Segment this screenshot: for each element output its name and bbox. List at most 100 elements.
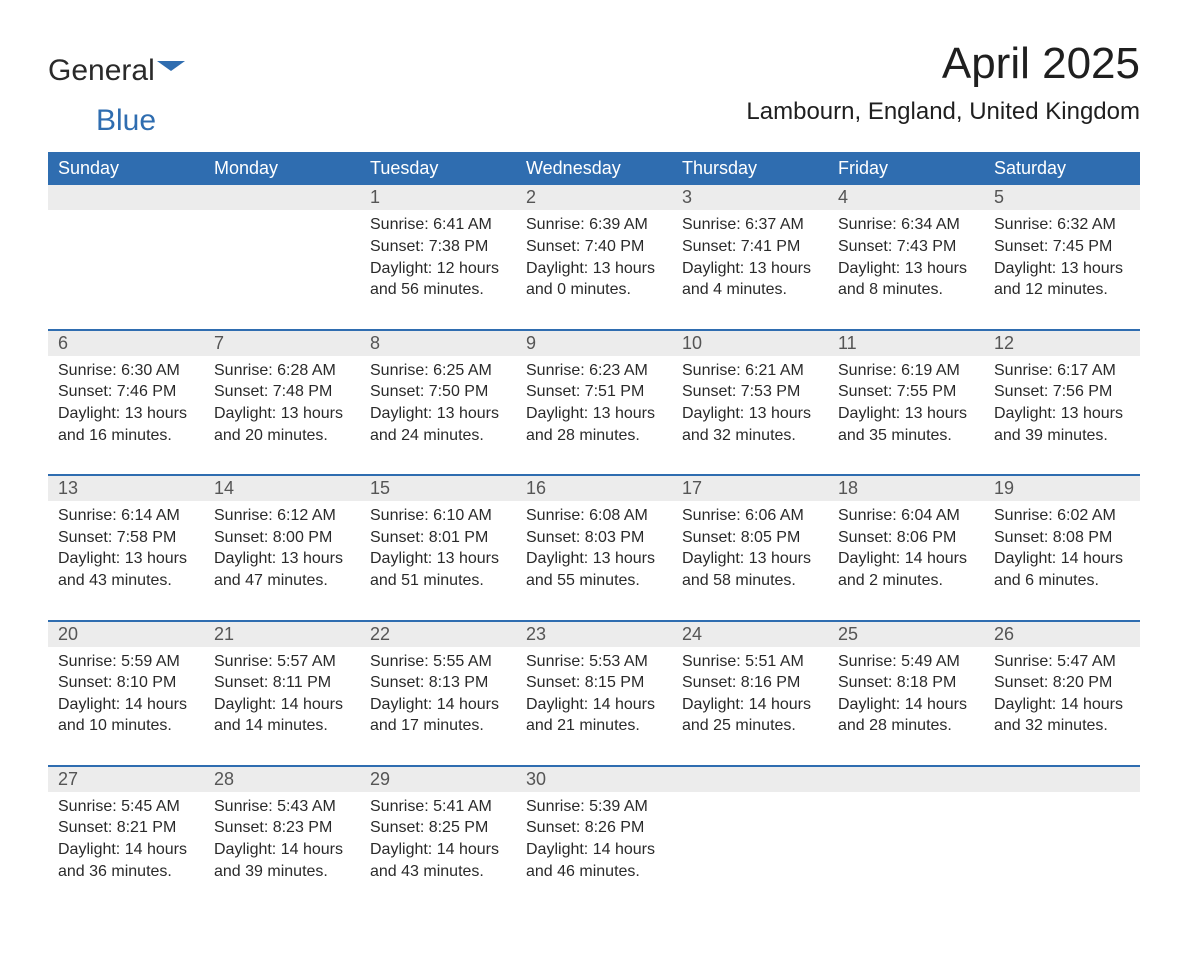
daylight-line: Daylight: 14 hours and 32 minutes.	[994, 694, 1130, 737]
daylight-line: Daylight: 14 hours and 14 minutes.	[214, 694, 350, 737]
day-content-cell: Sunrise: 6:17 AMSunset: 7:56 PMDaylight:…	[984, 356, 1140, 475]
day-number-cell: 23	[516, 621, 672, 647]
day-content-cell	[984, 792, 1140, 910]
sunset-line: Sunset: 8:16 PM	[682, 672, 818, 694]
day-content-cell: Sunrise: 6:37 AMSunset: 7:41 PMDaylight:…	[672, 210, 828, 329]
sunrise-line: Sunrise: 6:10 AM	[370, 505, 506, 527]
daylight-line: Daylight: 13 hours and 51 minutes.	[370, 548, 506, 591]
daylight-line: Daylight: 14 hours and 10 minutes.	[58, 694, 194, 737]
calendar-table: Sunday Monday Tuesday Wednesday Thursday…	[48, 152, 1140, 910]
sunset-line: Sunset: 8:05 PM	[682, 527, 818, 549]
day-number-cell: 22	[360, 621, 516, 647]
sunrise-line: Sunrise: 5:47 AM	[994, 651, 1130, 673]
sunrise-line: Sunrise: 5:45 AM	[58, 796, 194, 818]
daylight-line: Daylight: 13 hours and 8 minutes.	[838, 258, 974, 301]
daylight-line: Daylight: 13 hours and 4 minutes.	[682, 258, 818, 301]
day-number-cell: 18	[828, 475, 984, 501]
day-number-cell: 28	[204, 766, 360, 792]
daylight-line: Daylight: 13 hours and 20 minutes.	[214, 403, 350, 446]
day-content-cell: Sunrise: 6:08 AMSunset: 8:03 PMDaylight:…	[516, 501, 672, 620]
daylight-line: Daylight: 14 hours and 46 minutes.	[526, 839, 662, 882]
day-number-cell: 26	[984, 621, 1140, 647]
day-content-cell: Sunrise: 5:51 AMSunset: 8:16 PMDaylight:…	[672, 647, 828, 766]
day-number-row: 20212223242526	[48, 621, 1140, 647]
day-content-cell: Sunrise: 5:45 AMSunset: 8:21 PMDaylight:…	[48, 792, 204, 910]
sunset-line: Sunset: 8:06 PM	[838, 527, 974, 549]
sunset-line: Sunset: 7:45 PM	[994, 236, 1130, 258]
daylight-line: Daylight: 13 hours and 39 minutes.	[994, 403, 1130, 446]
day-number-cell: 29	[360, 766, 516, 792]
day-content-cell: Sunrise: 6:06 AMSunset: 8:05 PMDaylight:…	[672, 501, 828, 620]
col-monday: Monday	[204, 152, 360, 185]
daylight-line: Daylight: 13 hours and 12 minutes.	[994, 258, 1130, 301]
day-number-cell: 27	[48, 766, 204, 792]
day-number-cell: 4	[828, 185, 984, 210]
day-content-cell: Sunrise: 6:32 AMSunset: 7:45 PMDaylight:…	[984, 210, 1140, 329]
day-content-cell	[204, 210, 360, 329]
sunset-line: Sunset: 7:46 PM	[58, 381, 194, 403]
daylight-line: Daylight: 13 hours and 16 minutes.	[58, 403, 194, 446]
page-title: April 2025	[746, 40, 1140, 88]
daylight-line: Daylight: 13 hours and 55 minutes.	[526, 548, 662, 591]
day-content-row: Sunrise: 6:41 AMSunset: 7:38 PMDaylight:…	[48, 210, 1140, 329]
day-content-cell: Sunrise: 5:39 AMSunset: 8:26 PMDaylight:…	[516, 792, 672, 910]
sunrise-line: Sunrise: 6:39 AM	[526, 214, 662, 236]
sunset-line: Sunset: 7:53 PM	[682, 381, 818, 403]
logo-text-general: General	[48, 54, 155, 88]
day-number-cell: 11	[828, 330, 984, 356]
daylight-line: Daylight: 14 hours and 28 minutes.	[838, 694, 974, 737]
day-number-cell: 6	[48, 330, 204, 356]
day-number-cell: 7	[204, 330, 360, 356]
day-number-cell: 8	[360, 330, 516, 356]
day-number-cell: 15	[360, 475, 516, 501]
daylight-line: Daylight: 14 hours and 21 minutes.	[526, 694, 662, 737]
sunset-line: Sunset: 8:11 PM	[214, 672, 350, 694]
sunrise-line: Sunrise: 5:57 AM	[214, 651, 350, 673]
day-content-cell: Sunrise: 6:34 AMSunset: 7:43 PMDaylight:…	[828, 210, 984, 329]
sunset-line: Sunset: 8:10 PM	[58, 672, 194, 694]
sunrise-line: Sunrise: 6:41 AM	[370, 214, 506, 236]
day-content-cell: Sunrise: 6:39 AMSunset: 7:40 PMDaylight:…	[516, 210, 672, 329]
day-content-row: Sunrise: 5:59 AMSunset: 8:10 PMDaylight:…	[48, 647, 1140, 766]
daylight-line: Daylight: 13 hours and 43 minutes.	[58, 548, 194, 591]
sunset-line: Sunset: 8:20 PM	[994, 672, 1130, 694]
sunrise-line: Sunrise: 6:25 AM	[370, 360, 506, 382]
daylight-line: Daylight: 14 hours and 43 minutes.	[370, 839, 506, 882]
daylight-line: Daylight: 14 hours and 6 minutes.	[994, 548, 1130, 591]
day-content-cell: Sunrise: 5:41 AMSunset: 8:25 PMDaylight:…	[360, 792, 516, 910]
daylight-line: Daylight: 12 hours and 56 minutes.	[370, 258, 506, 301]
day-content-row: Sunrise: 6:14 AMSunset: 7:58 PMDaylight:…	[48, 501, 1140, 620]
day-number-cell	[984, 766, 1140, 792]
sunrise-line: Sunrise: 6:32 AM	[994, 214, 1130, 236]
day-number-cell: 17	[672, 475, 828, 501]
calendar-body: 12345Sunrise: 6:41 AMSunset: 7:38 PMDayl…	[48, 185, 1140, 910]
day-number-cell: 9	[516, 330, 672, 356]
daylight-line: Daylight: 14 hours and 39 minutes.	[214, 839, 350, 882]
day-number-cell	[204, 185, 360, 210]
sunset-line: Sunset: 7:38 PM	[370, 236, 506, 258]
sunset-line: Sunset: 7:51 PM	[526, 381, 662, 403]
sunrise-line: Sunrise: 5:59 AM	[58, 651, 194, 673]
day-number-cell	[672, 766, 828, 792]
col-friday: Friday	[828, 152, 984, 185]
day-content-row: Sunrise: 5:45 AMSunset: 8:21 PMDaylight:…	[48, 792, 1140, 910]
daylight-line: Daylight: 13 hours and 47 minutes.	[214, 548, 350, 591]
day-number-cell: 14	[204, 475, 360, 501]
sunrise-line: Sunrise: 6:30 AM	[58, 360, 194, 382]
sunset-line: Sunset: 8:21 PM	[58, 817, 194, 839]
sunset-line: Sunset: 7:58 PM	[58, 527, 194, 549]
col-sunday: Sunday	[48, 152, 204, 185]
sunset-line: Sunset: 8:15 PM	[526, 672, 662, 694]
day-content-cell: Sunrise: 6:04 AMSunset: 8:06 PMDaylight:…	[828, 501, 984, 620]
day-number-cell: 25	[828, 621, 984, 647]
day-content-cell	[828, 792, 984, 910]
daylight-line: Daylight: 14 hours and 36 minutes.	[58, 839, 194, 882]
day-number-cell: 10	[672, 330, 828, 356]
daylight-line: Daylight: 13 hours and 58 minutes.	[682, 548, 818, 591]
day-number-cell: 12	[984, 330, 1140, 356]
sunrise-line: Sunrise: 6:21 AM	[682, 360, 818, 382]
day-content-cell: Sunrise: 5:49 AMSunset: 8:18 PMDaylight:…	[828, 647, 984, 766]
sunrise-line: Sunrise: 6:19 AM	[838, 360, 974, 382]
day-number-row: 13141516171819	[48, 475, 1140, 501]
daylight-line: Daylight: 13 hours and 32 minutes.	[682, 403, 818, 446]
